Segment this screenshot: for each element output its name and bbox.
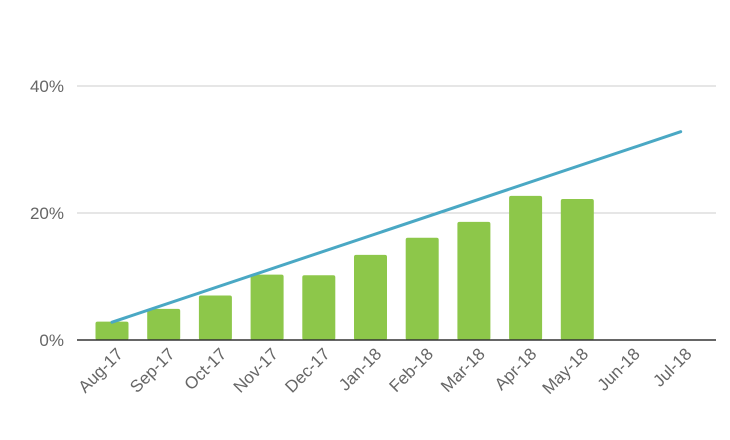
x-tick-label: Nov-17: [230, 344, 282, 396]
x-axis-ticks: Aug-17 Sep-17 Oct-17 Nov-17 Dec-17 Jan-18 Feb-…: [75, 344, 696, 398]
y-tick-label: 40%: [30, 77, 64, 96]
trend-line-layer: [110, 130, 683, 324]
y-tick-label: 0%: [39, 331, 64, 350]
x-tick-label: Aug-17: [75, 344, 127, 396]
trend-line: [110, 130, 683, 324]
bar: [405, 237, 439, 340]
x-tick-label: May-18: [539, 344, 593, 398]
bar: [95, 321, 129, 340]
x-tick-label: Jul-18: [649, 344, 695, 390]
y-tick-label: 20%: [30, 204, 64, 223]
x-tick-label: Apr-18: [491, 344, 541, 394]
bar: [198, 295, 232, 340]
bar: [560, 199, 594, 340]
x-tick-label: Jan-18: [335, 344, 385, 394]
x-tick-label: Jun-18: [594, 344, 644, 394]
bar: [457, 221, 491, 340]
x-tick-label: Feb-18: [385, 344, 437, 396]
x-tick-label: Mar-18: [437, 344, 489, 396]
x-tick-label: Oct-17: [181, 344, 231, 394]
bar: [302, 275, 336, 340]
x-tick-label: Sep-17: [126, 344, 178, 396]
y-axis-ticks: 0% 20% 40%: [30, 77, 64, 350]
bar: [354, 254, 387, 340]
bar: [509, 195, 543, 340]
bar: [250, 274, 284, 340]
x-tick-label: Dec-17: [281, 344, 333, 396]
bar: [147, 308, 181, 340]
bars: [95, 195, 594, 340]
gridlines: [77, 85, 716, 214]
